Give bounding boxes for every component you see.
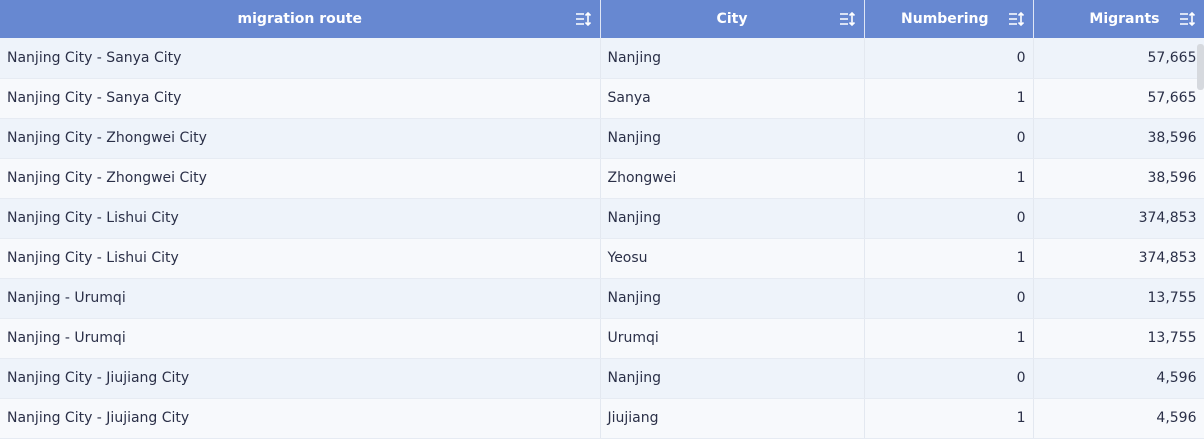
cell-city: Nanjing [600,358,865,399]
cell-numbering: 0 [864,278,1034,319]
cell-city: Yeosu [600,238,865,279]
table-row[interactable]: Nanjing City - Zhongwei City Zhongwei 1 38,… [0,158,1204,199]
cell-city: Zhongwei [600,158,865,199]
cell-city: Nanjing [600,118,865,159]
cell-migrants: 57,665 [1033,38,1204,79]
column-header-numbering[interactable]: Numbering [864,0,1034,38]
column-header-label: Migrants [1089,11,1160,27]
cell-migrants: 4,596 [1033,398,1204,439]
cell-route: Nanjing - Urumqi [0,278,601,319]
cell-route: Nanjing City - Lishui City [0,238,601,279]
cell-route: Nanjing City - Jiujiang City [0,398,601,439]
column-header-label: City [716,11,748,27]
cell-numbering: 0 [864,38,1034,79]
cell-migrants: 374,853 [1033,238,1204,279]
table-row[interactable]: Nanjing City - Lishui City Yeosu 1 374,853 [0,238,1204,279]
table-row[interactable]: Nanjing - Urumqi Urumqi 1 13,755 [0,318,1204,359]
sort-icon[interactable] [1007,10,1025,28]
cell-city: Sanya [600,78,865,119]
cell-numbering: 1 [864,398,1034,439]
table-row[interactable]: Nanjing City - Jiujiang City Nanjing 0 4,59… [0,358,1204,399]
cell-numbering: 1 [864,238,1034,279]
column-header-label: migration route [237,11,362,27]
cell-migrants: 13,755 [1033,318,1204,359]
cell-route: Nanjing City - Zhongwei City [0,158,601,199]
column-header-label: Numbering [901,11,989,27]
cell-numbering: 1 [864,78,1034,119]
cell-numbering: 0 [864,358,1034,399]
cell-city: Nanjing [600,198,865,239]
cell-migrants: 38,596 [1033,158,1204,199]
table-row[interactable]: Nanjing City - Sanya City Sanya 1 57,665 [0,78,1204,119]
cell-migrants: 57,665 [1033,78,1204,119]
sort-icon[interactable] [838,10,856,28]
cell-route: Nanjing City - Jiujiang City [0,358,601,399]
cell-city: Urumqi [600,318,865,359]
cell-migrants: 374,853 [1033,198,1204,239]
table-row[interactable]: Nanjing City - Lishui City Nanjing 0 374,85… [0,198,1204,239]
cell-city: Nanjing [600,38,865,79]
cell-numbering: 1 [864,158,1034,199]
column-header-city[interactable]: City [600,0,865,38]
cell-migrants: 13,755 [1033,278,1204,319]
table-row[interactable]: Nanjing - Urumqi Nanjing 0 13,755 [0,278,1204,319]
sort-icon[interactable] [574,10,592,28]
table-row[interactable]: Nanjing City - Jiujiang City Jiujiang 1 4,5… [0,398,1204,439]
cell-route: Nanjing City - Lishui City [0,198,601,239]
cell-migrants: 38,596 [1033,118,1204,159]
table-row[interactable]: Nanjing City - Zhongwei City Nanjing 0 38,5… [0,118,1204,159]
header-row: migration route City Numbering Migrants [0,0,1204,38]
cell-numbering: 0 [864,198,1034,239]
column-header-migration-route[interactable]: migration route [0,0,601,38]
table-row[interactable]: Nanjing City - Sanya City Nanjing 0 57,665 [0,38,1204,79]
sort-icon[interactable] [1178,10,1196,28]
cell-route: Nanjing - Urumqi [0,318,601,359]
cell-route: Nanjing City - Zhongwei City [0,118,601,159]
cell-city: Jiujiang [600,398,865,439]
vertical-scrollbar[interactable] [1197,44,1204,90]
cell-city: Nanjing [600,278,865,319]
cell-numbering: 1 [864,318,1034,359]
cell-migrants: 4,596 [1033,358,1204,399]
column-header-migrants[interactable]: Migrants [1033,0,1204,38]
cell-route: Nanjing City - Sanya City [0,38,601,79]
cell-route: Nanjing City - Sanya City [0,78,601,119]
cell-numbering: 0 [864,118,1034,159]
